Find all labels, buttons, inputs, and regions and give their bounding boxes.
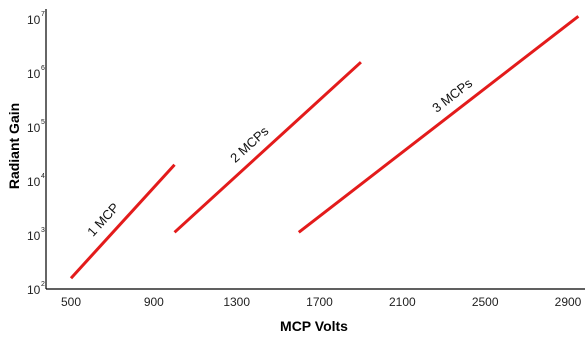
y-axis-title: Radiant Gain (6, 103, 22, 189)
y-tick-base: 10 (27, 121, 41, 135)
series-labels: 1 MCP 2 MCPs 3 MCPs (84, 75, 475, 239)
y-tick-label: 10 6 (27, 65, 45, 81)
series-label: 2 MCPs (227, 123, 272, 166)
x-tick-label: 2100 (389, 295, 416, 309)
x-tick-label: 900 (144, 295, 164, 309)
y-tick-label: 10 5 (27, 119, 45, 135)
series-lines (69, 15, 580, 280)
x-tick-label: 1700 (306, 295, 333, 309)
y-tick-exponent: 5 (41, 119, 45, 126)
y-tick-exponent: 4 (41, 173, 45, 180)
y-tick-label: 10 2 (27, 281, 45, 297)
series-line-2 (173, 61, 362, 234)
y-tick-base: 10 (27, 229, 41, 243)
x-tick-label: 2900 (555, 295, 582, 309)
y-tick-exponent: 2 (41, 281, 45, 288)
y-tick-exponent: 7 (41, 11, 45, 18)
axes (45, 9, 585, 290)
x-tick-label: 2500 (472, 295, 499, 309)
series-label: 1 MCP (84, 200, 122, 239)
series-line-3 (297, 15, 580, 234)
x-tick-label: 1300 (223, 295, 250, 309)
y-tick-label: 10 3 (27, 227, 45, 243)
series-label: 3 MCPs (429, 75, 475, 115)
y-tick-base: 10 (27, 67, 41, 81)
y-tick-label: 10 7 (27, 11, 45, 27)
y-tick-base: 10 (27, 13, 41, 27)
x-tick-label: 500 (61, 295, 81, 309)
y-tick-base: 10 (27, 283, 41, 297)
x-axis-title: MCP Volts (280, 318, 348, 334)
y-tick-exponent: 6 (41, 65, 45, 72)
y-tick-base: 10 (27, 175, 41, 189)
y-tick-exponent: 3 (41, 227, 45, 234)
y-tick-label: 10 4 (27, 173, 45, 189)
series-line-1 (69, 163, 176, 280)
